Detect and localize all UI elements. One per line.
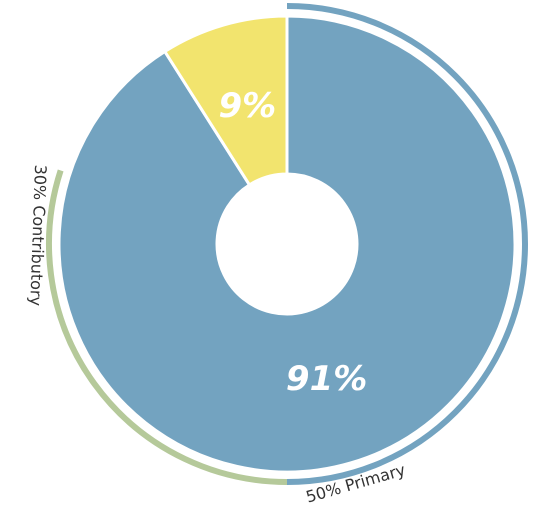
ring-arc xyxy=(46,169,288,485)
slice-label: 91% xyxy=(286,359,367,399)
slice xyxy=(57,14,517,474)
ring-arc xyxy=(286,3,528,485)
slice-label: 9% xyxy=(219,86,277,126)
slice xyxy=(162,14,289,187)
ring-label: 30% Contributory xyxy=(26,164,50,306)
